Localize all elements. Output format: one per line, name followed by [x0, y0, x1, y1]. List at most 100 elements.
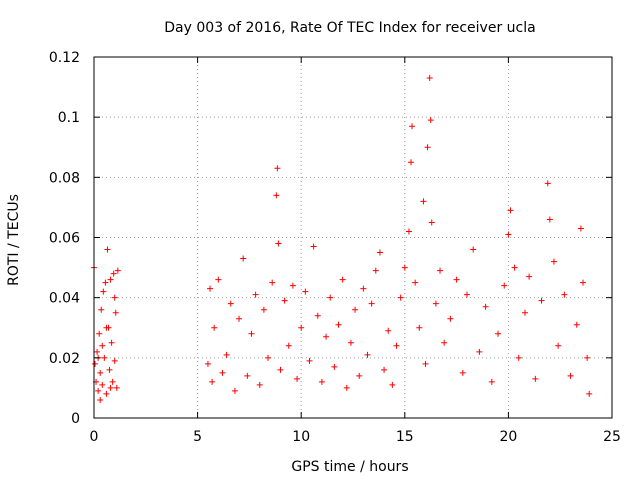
data-point: [495, 330, 502, 337]
x-tick-label: 25: [603, 429, 621, 445]
data-point: [227, 300, 234, 307]
data-point: [335, 321, 342, 328]
data-point: [113, 384, 120, 391]
data-point: [515, 354, 522, 361]
data-point: [381, 366, 388, 373]
data-point: [97, 396, 104, 403]
data-point: [447, 315, 454, 322]
y-tick-label: 0.08: [49, 170, 80, 186]
data-point: [294, 375, 301, 382]
data-point: [555, 342, 562, 349]
data-point: [107, 384, 114, 391]
data-point: [526, 273, 533, 280]
data-point: [550, 258, 557, 265]
data-point: [298, 324, 305, 331]
data-point: [409, 123, 416, 130]
data-point: [586, 390, 593, 397]
data-point: [459, 369, 466, 376]
data-point: [106, 366, 113, 373]
data-point: [427, 117, 434, 124]
data-point: [99, 381, 106, 388]
data-point: [546, 216, 553, 223]
data-point: [281, 297, 288, 304]
data-point: [94, 348, 101, 355]
y-tick-label: 0.06: [49, 231, 80, 247]
data-point: [416, 324, 423, 331]
data-point: [389, 381, 396, 388]
data-point: [579, 279, 586, 286]
data-point: [505, 231, 512, 238]
data-point: [112, 309, 119, 316]
x-tick-label: 0: [90, 429, 99, 445]
data-point: [476, 348, 483, 355]
data-point: [248, 330, 255, 337]
y-tick-label: 0.04: [49, 291, 80, 307]
data-point: [453, 276, 460, 283]
data-point: [428, 219, 435, 226]
data-point: [108, 339, 115, 346]
x-tick-label: 5: [193, 429, 202, 445]
data-point: [393, 342, 400, 349]
data-point: [204, 360, 211, 367]
data-point: [318, 378, 325, 385]
data-point: [275, 240, 282, 247]
data-point: [397, 294, 404, 301]
data-point: [401, 264, 408, 271]
data-point: [273, 192, 280, 199]
y-tick-label: 0: [71, 411, 80, 427]
data-point: [100, 288, 107, 295]
y-axis-label: ROTI / TECUs: [6, 194, 22, 286]
data-point: [356, 372, 363, 379]
data-point: [488, 378, 495, 385]
data-point: [219, 369, 226, 376]
y-tick-label: 0.02: [49, 351, 80, 367]
data-point: [347, 339, 354, 346]
grid: [94, 57, 612, 418]
data-point: [277, 366, 284, 373]
data-point: [385, 327, 392, 334]
data-point: [364, 351, 371, 358]
data-point: [289, 282, 296, 289]
data-point: [92, 360, 99, 367]
data-point: [339, 276, 346, 283]
data-point: [114, 267, 121, 274]
data-point: [252, 291, 259, 298]
y-axis: 0 0.02 0.04 0.06 0.08 0.1 0.12: [49, 50, 612, 427]
data-point: [99, 342, 106, 349]
data-point: [352, 306, 359, 313]
data-point: [240, 255, 247, 262]
data-point: [331, 363, 338, 370]
chart-title: Day 003 of 2016, Rate Of TEC Index for r…: [164, 20, 535, 36]
data-point: [441, 339, 448, 346]
data-point: [532, 375, 539, 382]
x-tick-label: 15: [396, 429, 414, 445]
data-point: [424, 144, 431, 151]
y-tick-label: 0.1: [58, 110, 80, 126]
data-point: [412, 279, 419, 286]
data-point: [323, 333, 330, 340]
data-point: [577, 225, 584, 232]
data-point: [274, 165, 281, 172]
data-point: [256, 381, 263, 388]
data-point: [511, 264, 518, 271]
data-point: [372, 267, 379, 274]
data-point: [368, 300, 375, 307]
data-point: [209, 378, 216, 385]
data-point: [470, 246, 477, 253]
x-tick-label: 20: [499, 429, 517, 445]
data-point: [310, 243, 317, 250]
data-point: [260, 306, 267, 313]
data-point: [405, 228, 412, 235]
data-point: [97, 369, 104, 376]
data-point: [244, 372, 251, 379]
x-axis-label: GPS time / hours: [291, 459, 408, 475]
data-point: [422, 360, 429, 367]
data-point: [103, 390, 110, 397]
data-point: [544, 180, 551, 187]
data-point: [501, 282, 508, 289]
data-point: [302, 288, 309, 295]
data-point: [432, 300, 439, 307]
data-point: [236, 315, 243, 322]
data-point: [561, 291, 568, 298]
